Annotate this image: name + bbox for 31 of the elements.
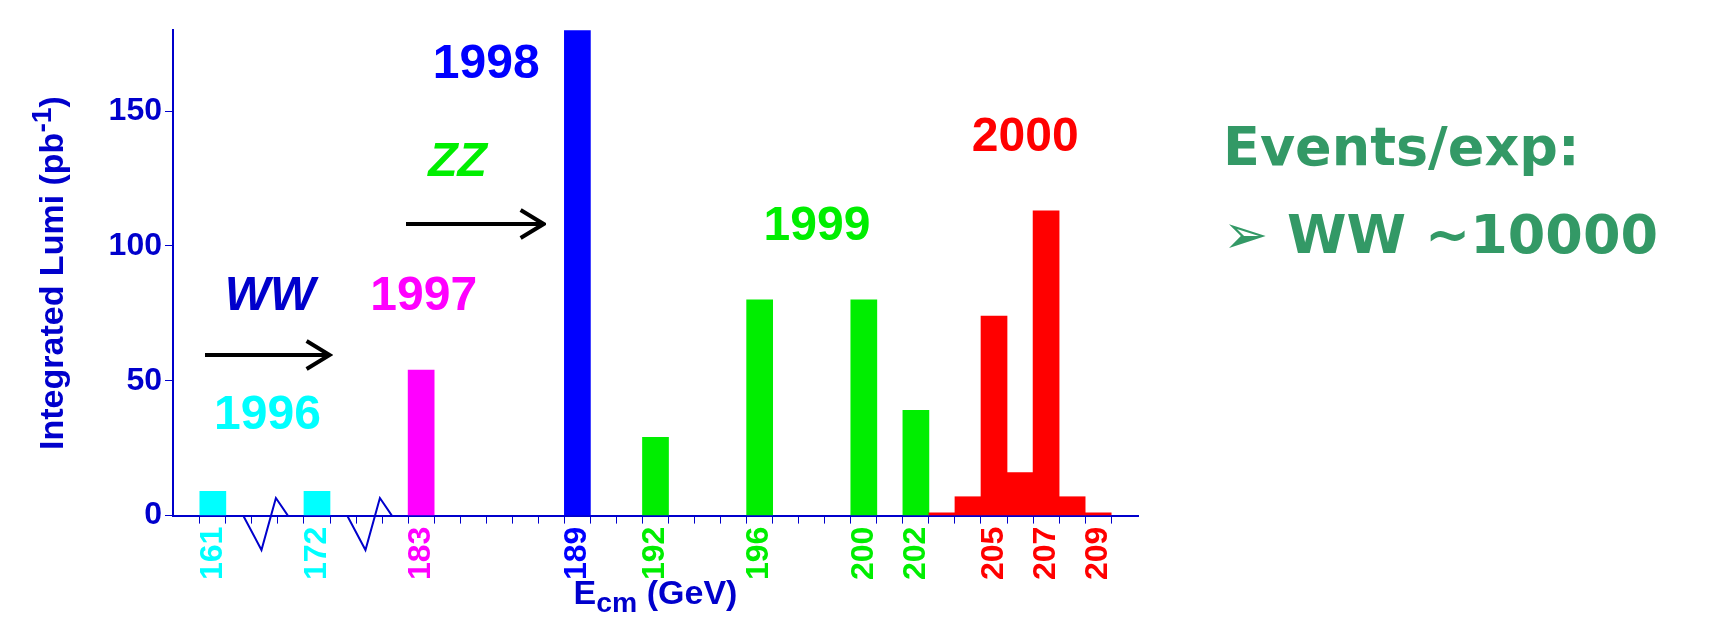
x-tick-label: 161 [192,526,229,580]
y-tick-label: 50 [126,360,162,397]
bar [746,299,774,516]
bar [850,299,878,516]
bar [564,30,591,516]
x-tick-label: 200 [843,526,880,580]
bar [642,437,669,516]
bar [199,491,227,516]
x-tick-label: 209 [1078,526,1114,580]
x-tick-label: 172 [296,526,333,580]
annotation: 1996 [214,386,321,440]
bar [303,491,331,516]
annotation: ZZ [426,132,489,186]
y-tick-label: 150 [108,90,162,127]
y-tick-label: 0 [144,495,162,532]
x-tick-label: 196 [739,526,776,580]
annotation: 1999 [763,197,871,251]
annotation: 2000 [971,108,1079,162]
annotation: 1998 [432,35,540,89]
bar [407,369,435,516]
text: ➢ WW ~10000 [1223,202,1659,268]
text: Events/exp: [1223,114,1581,180]
bar [902,410,930,516]
x-tick-label: 192 [635,526,672,580]
x-tick-label: 207 [1025,526,1062,580]
annotation: WW [224,267,320,321]
x-tick-label: 205 [973,526,1010,580]
annotation: 1997 [370,267,478,321]
x-tick-label: 183 [400,526,437,580]
x-tick-label: 202 [895,526,932,580]
y-tick-label: 100 [108,225,162,262]
